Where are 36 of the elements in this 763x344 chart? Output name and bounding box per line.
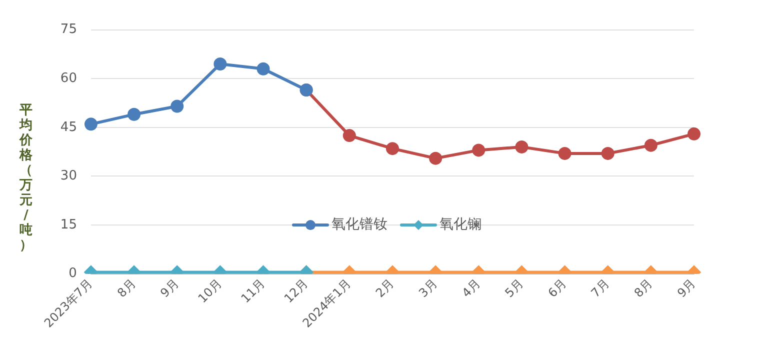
y-tick-label: 60 — [60, 70, 77, 86]
point — [472, 144, 486, 157]
point — [84, 118, 98, 131]
point — [386, 142, 399, 156]
x-tick-label: 12月 — [281, 276, 311, 306]
x-tick-label: 9月 — [158, 276, 182, 300]
x-tick-label: 8月 — [631, 276, 656, 300]
y-tick-label: 30 — [60, 168, 77, 184]
x-tick-label: 5月 — [502, 276, 526, 300]
point — [170, 100, 184, 113]
point — [342, 129, 356, 142]
point — [429, 152, 442, 165]
y-tick-label: 45 — [60, 120, 77, 135]
text: 平均价格（万元/吨） — [20, 103, 32, 253]
point — [515, 140, 528, 154]
x-tick-label: 11月 — [238, 276, 268, 306]
y-tick-label: 0 — [68, 266, 77, 282]
x-tick-label: 7月 — [588, 276, 612, 300]
x-tick-label: 2月 — [373, 276, 397, 300]
x-tick-label: 3月 — [416, 276, 440, 300]
point — [214, 57, 227, 70]
x-tick-label: 9月 — [674, 276, 698, 300]
point — [256, 62, 270, 76]
point — [688, 127, 700, 140]
x-tick-label: 4月 — [459, 276, 483, 300]
legend-label: 氧化镧 — [439, 216, 482, 233]
x-tick-label: 6月 — [545, 276, 570, 300]
x-tick-label: 8月 — [114, 276, 138, 300]
point — [128, 108, 141, 121]
y-tick-label: 15 — [60, 217, 77, 232]
point — [601, 146, 614, 160]
y-tick-label: 75 — [60, 22, 77, 38]
point — [558, 146, 572, 160]
point — [644, 138, 658, 152]
legend-label: 氧化镨钕 — [331, 216, 388, 233]
x-tick-label: 10月 — [195, 276, 225, 306]
